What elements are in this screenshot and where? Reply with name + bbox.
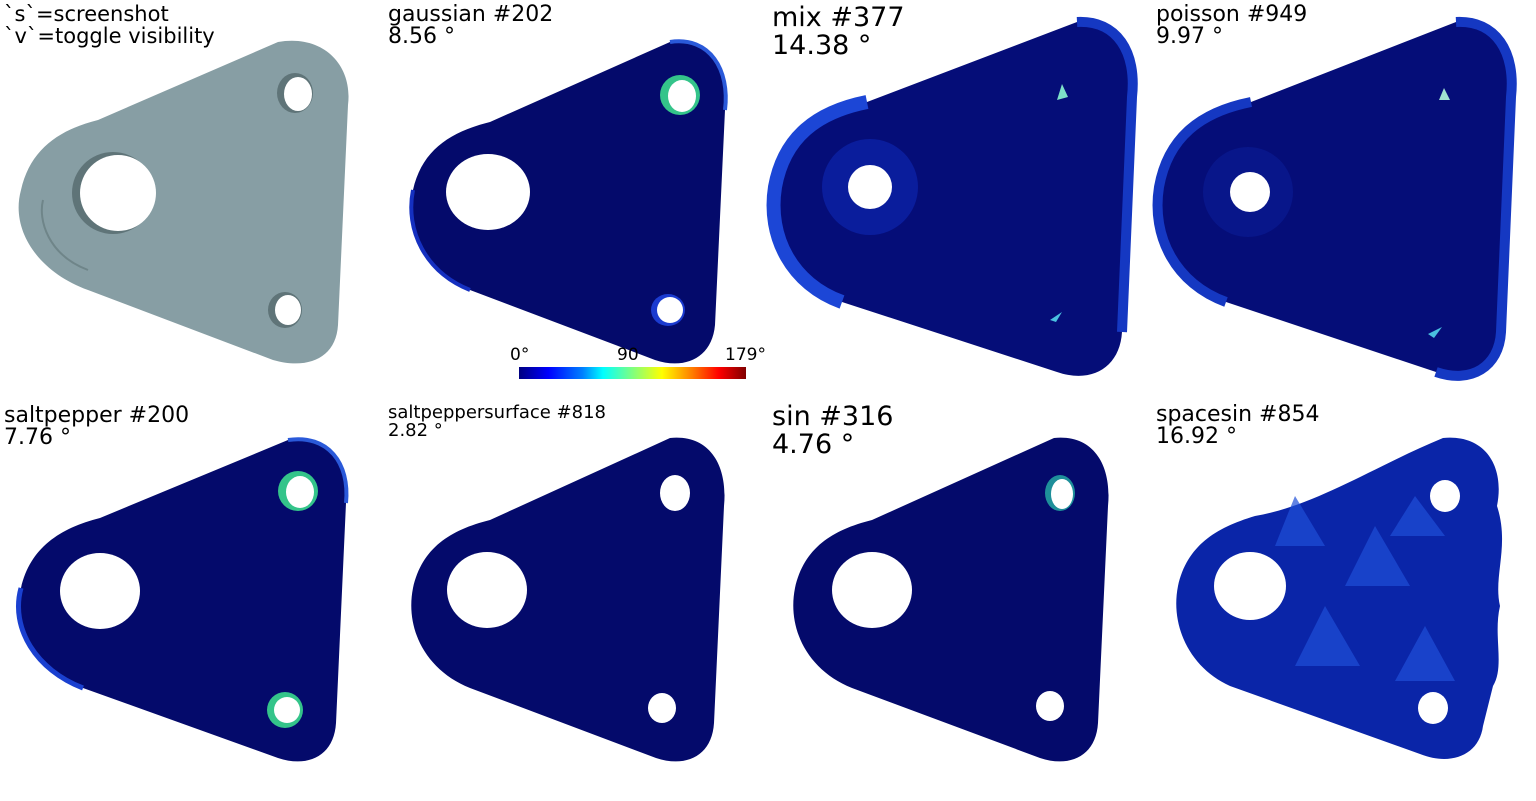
panel-title-sin: sin #316 <box>772 401 894 432</box>
mesh-gaussian[interactable] <box>409 39 730 366</box>
panel-title-gaussian: gaussian #202 <box>388 2 554 27</box>
help-screenshot: `s`=screenshot <box>4 2 169 26</box>
mesh-original[interactable] <box>18 40 350 366</box>
mesh-sin[interactable] <box>792 437 1112 766</box>
help-toggle-visibility: `v`=toggle visibility <box>4 24 215 48</box>
panel-title-poisson: poisson #949 <box>1156 2 1308 27</box>
panel-angle-poisson: 9.97 ° <box>1156 24 1223 49</box>
help-text: `s`=screenshot `v`=toggle visibility <box>4 3 215 47</box>
colorbar: 0° 90 179° <box>510 345 766 381</box>
panel-title-spacesin: spacesin #854 <box>1156 402 1320 427</box>
mesh-saltpeppersurface[interactable] <box>410 437 730 766</box>
colorbar-max-label: 179° <box>725 345 766 365</box>
panel-angle-gaussian: 8.56 ° <box>388 24 455 49</box>
panel-title-saltpeppersurface: saltpeppersurface #818 <box>388 402 606 423</box>
colorbar-gradient <box>519 367 746 379</box>
panel-angle-mix: 14.38 ° <box>772 30 872 61</box>
panel-title-saltpepper: saltpepper #200 <box>4 403 190 428</box>
mesh-saltpepper[interactable] <box>16 437 350 766</box>
mesh-spacesin[interactable] <box>1175 436 1505 766</box>
panel-angle-sin: 4.76 ° <box>772 429 855 460</box>
panel-angle-saltpeppersurface: 2.82 ° <box>388 420 443 441</box>
mesh-poisson[interactable] <box>1152 16 1517 382</box>
panel-title-mix: mix #377 <box>772 2 905 33</box>
colorbar-mid-label: 90 <box>617 345 639 365</box>
colorbar-min-label: 0° <box>510 345 530 365</box>
panel-angle-saltpepper: 7.76 ° <box>4 425 71 450</box>
panel-angle-spacesin: 16.92 ° <box>1156 424 1237 449</box>
mesh-mix[interactable] <box>766 16 1138 382</box>
